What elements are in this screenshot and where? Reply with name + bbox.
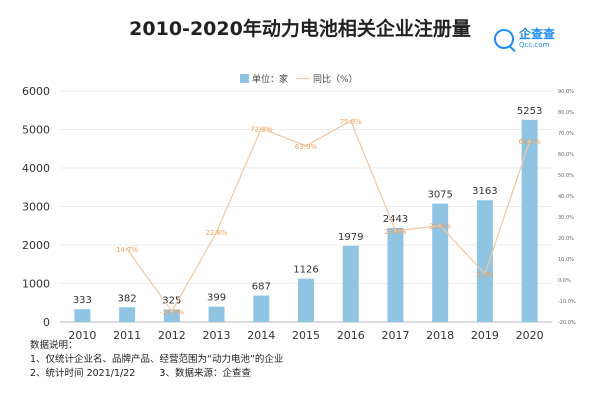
growth-point [394, 229, 397, 233]
bar-value-label: 382 [118, 293, 137, 304]
y-tick-label: 0 [43, 316, 50, 329]
x-tick-label: 2013 [203, 329, 231, 342]
x-tick-label: 2019 [471, 329, 499, 342]
x-tick-label: 2017 [381, 329, 409, 342]
growth-point [170, 310, 174, 313]
x-tick-label: 2014 [247, 329, 275, 342]
chart-title: 2010-2020年动力电池相关企业注册量 [129, 18, 471, 40]
legend-line-label: 同比（%） [313, 75, 358, 85]
y2-tick-label: 70.0% [558, 131, 574, 137]
legend-line-swatch [296, 78, 311, 79]
bar [432, 203, 449, 322]
y-tick-label: 1000 [22, 278, 50, 291]
y2-tick-label: 10.0% [558, 257, 574, 263]
growth-point [438, 224, 442, 227]
bar-value-label: 399 [207, 293, 226, 304]
bar [253, 295, 270, 322]
bar-value-label: 333 [73, 295, 92, 306]
y2-tick-label: 30.0% [558, 215, 574, 221]
bar-value-label: 5253 [517, 106, 542, 117]
y-tick-label: 5000 [22, 124, 50, 137]
x-tick-label: 2020 [516, 329, 544, 342]
x-tick-label: 2012 [158, 329, 186, 342]
bar [119, 307, 136, 322]
qcc-logo: 企查查 Qcc.com [494, 28, 555, 49]
growth-value-label: 66.1% [519, 138, 542, 146]
y2-tick-label: 20.0% [558, 236, 574, 242]
bar [342, 245, 359, 322]
growth-value-label: 63.9% [295, 143, 318, 151]
y2-tick-label: 40.0% [558, 194, 574, 200]
growth-point [260, 127, 263, 130]
bar [476, 200, 493, 322]
legend-bar-swatch [240, 74, 249, 83]
bar [387, 227, 404, 322]
bar-value-label: 687 [252, 282, 271, 293]
logo-url: Qcc.com [519, 41, 550, 49]
bar [163, 309, 180, 322]
bar [298, 278, 314, 322]
growth-point [349, 119, 352, 123]
bar [74, 309, 91, 322]
y-tick-label: 3000 [22, 201, 50, 214]
bar-value-label: 3075 [427, 190, 452, 201]
y2-tick-label: 60.0% [558, 152, 574, 158]
magnifier-logo-icon [494, 28, 514, 49]
growth-value-label: -14.9% [159, 308, 184, 316]
logo-name: 企查查 [519, 27, 556, 41]
growth-value-label: 2.9% [476, 271, 494, 279]
y2-tick-label: 0.0% [558, 278, 571, 284]
y-tick-label: 6000 [22, 85, 50, 98]
growth-point [304, 144, 308, 148]
x-tick-label: 2016 [337, 329, 365, 342]
growth-value-label: 14.7% [116, 246, 139, 254]
x-tick-label: 2011 [113, 329, 141, 342]
growth-point [215, 230, 218, 234]
growth-value-label: 23.4% [384, 228, 407, 236]
growth-point [483, 272, 487, 276]
bar [521, 119, 538, 323]
bar-value-label: 325 [162, 295, 181, 306]
x-tick-label: 2018 [426, 329, 454, 342]
y2-tick-label: -10.0% [558, 299, 576, 305]
growth-point [125, 247, 129, 251]
x-tick-label: 2015 [292, 329, 320, 342]
growth-value-label: 22.8% [205, 229, 228, 237]
notes-heading: 数据说明： [30, 340, 78, 351]
chart-legend: 单位：家 同比（%） [240, 72, 358, 85]
data-notes: 数据说明： 1、仅统计企业名、品牌产品、经营范围为“动力电池”的企业 2、统计时… [30, 339, 283, 381]
notes-line-2: 2、统计时间 2021/1/22 3、数据来源：企查查 [30, 368, 251, 379]
bar [208, 306, 225, 322]
y2-tick-label: 80.0% [558, 110, 574, 116]
y2-tick-label: 50.0% [558, 173, 574, 179]
bar-value-label: 2443 [383, 214, 408, 225]
legend-bar-label: 单位：家 [252, 75, 289, 85]
growth-value-label: 75.8% [340, 118, 363, 126]
y2-tick-label: 90.0% [558, 89, 574, 95]
bar-value-label: 1979 [338, 232, 363, 243]
bar-value-label: 3163 [472, 186, 497, 197]
x-tick-label: 2010 [68, 329, 96, 342]
y2-tick-label: -20.0% [558, 320, 576, 326]
bar-value-label: 1126 [293, 265, 318, 276]
growth-value-label: 72.2% [250, 125, 273, 133]
growth-line [126, 119, 531, 313]
y-tick-label: 2000 [22, 239, 50, 252]
growth-value-label: 25.9% [429, 223, 452, 231]
growth-point [528, 139, 531, 143]
y-tick-label: 4000 [22, 162, 50, 175]
notes-line-1: 1、仅统计企业名、品牌产品、经营范围为“动力电池”的企业 [30, 354, 284, 365]
